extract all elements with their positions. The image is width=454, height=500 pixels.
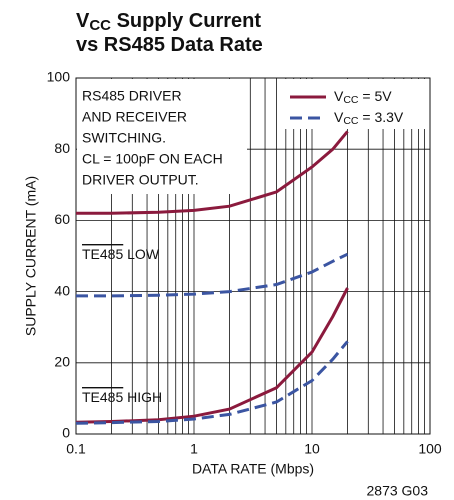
- annotation-part: TE485: [82, 389, 123, 405]
- legend-box: [284, 79, 429, 129]
- annotation-part: HIGH: [123, 389, 162, 405]
- legend-label-part: V: [334, 88, 344, 104]
- line: [76, 252, 349, 298]
- note-box: [77, 79, 247, 194]
- line: [75, 287, 349, 424]
- note-line: RS485 DRIVER: [82, 88, 182, 104]
- x-tick-label: 10: [304, 441, 320, 457]
- chart-title-part: CC: [89, 17, 111, 34]
- note-line: AND RECEIVER: [82, 109, 187, 125]
- chart-title: vs RS485 Data Rate: [76, 34, 263, 56]
- plot-frame: [75, 77, 431, 435]
- legend-label: VCC = 5V: [334, 88, 392, 106]
- chart-title-part: Supply Current: [111, 10, 261, 32]
- note-line: CL = 100pF ON EACH: [82, 151, 223, 167]
- y-tick-label: 40: [54, 282, 70, 298]
- note-line: DRIVER OUTPUT.: [82, 172, 199, 188]
- legend-label-part: CC: [343, 115, 359, 127]
- chart-title: VCC Supply Current: [76, 10, 261, 33]
- x-tick-label: 0.1: [66, 441, 86, 457]
- x-tick-label: 100: [418, 441, 442, 457]
- legend-label-part: V: [334, 109, 344, 125]
- y-tick-label: 80: [54, 140, 70, 156]
- chart-title-part: vs RS485 Data Rate: [76, 34, 263, 56]
- annotation: TE485 LOW: [82, 246, 160, 262]
- y-tick-label: 100: [47, 69, 71, 85]
- y-tick-label: 60: [54, 211, 70, 227]
- annotation: TE485 HIGH: [82, 389, 162, 405]
- y-tick-label: 0: [62, 425, 70, 441]
- y-axis-label: SUPPLY CURRENT (mA): [23, 176, 39, 336]
- y-tick-label: 20: [54, 354, 70, 370]
- legend-label-part: CC: [343, 94, 359, 106]
- annotation-part: TE485: [82, 246, 123, 262]
- legend-label: VCC = 3.3V: [334, 109, 404, 127]
- x-axis-label: DATA RATE (Mbps): [192, 461, 314, 477]
- line: [76, 130, 349, 215]
- legend-label-part: = 5V: [359, 88, 393, 104]
- x-tick-label: 1: [190, 441, 198, 457]
- note-line: SWITCHING.: [82, 130, 166, 146]
- legend-label-part: = 3.3V: [359, 109, 404, 125]
- footnote: 2873 G03: [367, 483, 429, 499]
- annotation-part: LOW: [123, 246, 160, 262]
- chart-title-part: V: [76, 10, 90, 32]
- line: [75, 340, 349, 425]
